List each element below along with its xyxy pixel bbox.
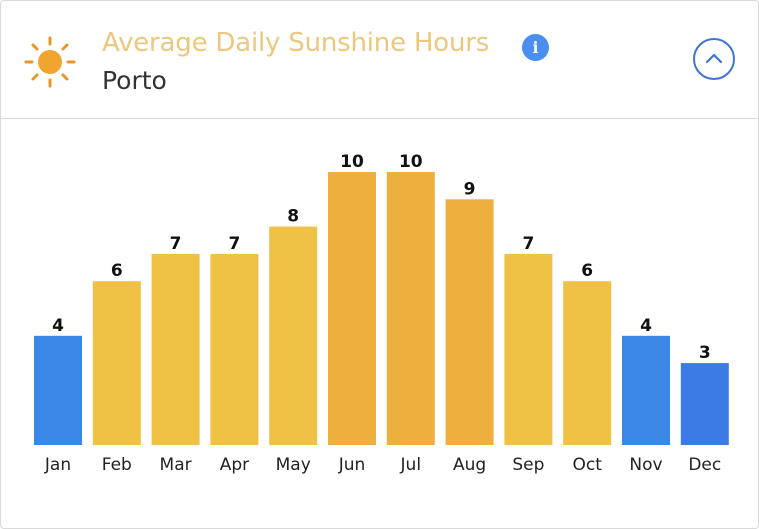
value-label-jan: 4: [52, 316, 64, 336]
x-tick-feb: Feb: [102, 455, 132, 475]
x-tick-jul: Jul: [400, 455, 422, 475]
value-label-mar: 7: [170, 234, 182, 254]
info-icon[interactable]: i: [522, 34, 549, 61]
bar-aug: [445, 199, 494, 445]
chevron-up-icon: [705, 53, 723, 64]
x-tick-aug: Aug: [453, 455, 486, 475]
bar-nov: [622, 335, 670, 445]
x-tick-sep: Sep: [512, 455, 544, 475]
value-label-feb: 6: [111, 261, 123, 281]
x-tick-apr: Apr: [220, 455, 249, 475]
bar-apr: [210, 253, 259, 445]
x-tick-nov: Nov: [629, 455, 662, 475]
value-label-apr: 7: [228, 234, 240, 254]
value-label-oct: 6: [581, 261, 593, 281]
bar-jun: [328, 172, 376, 445]
value-label-dec: 3: [699, 343, 711, 363]
bar-chart: 4 Jan 6 Feb 7 Mar 7 Apr 8 May 10 Jun 10 Jul 9 Aug 7 Sep 6 O…: [34, 152, 729, 475]
bar-feb: [92, 281, 141, 445]
x-tick-jan: Jan: [44, 455, 71, 475]
x-tick-dec: Dec: [688, 455, 721, 475]
city-subtitle: Porto: [102, 66, 167, 95]
x-tick-oct: Oct: [572, 455, 602, 475]
collapse-button[interactable]: [693, 38, 735, 80]
x-tick-jun: Jun: [338, 455, 366, 475]
value-label-nov: 4: [640, 316, 652, 336]
chart-title: Average Daily Sunshine Hours: [102, 28, 490, 58]
value-label-may: 8: [287, 207, 299, 227]
value-label-jul: 10: [399, 152, 423, 172]
sun-icon: [24, 36, 76, 88]
value-label-sep: 7: [522, 234, 534, 254]
bar-mar: [151, 253, 200, 445]
bar-may: [269, 226, 318, 445]
value-label-aug: 9: [464, 179, 476, 199]
x-tick-may: May: [276, 455, 311, 475]
bar-jan: [34, 335, 82, 445]
bar-oct: [563, 281, 612, 445]
bar-sep: [504, 253, 553, 445]
bar-dec: [680, 363, 729, 445]
card-header: Average Daily Sunshine Hours Porto i: [1, 1, 758, 119]
value-label-jun: 10: [340, 152, 364, 172]
x-tick-mar: Mar: [160, 455, 192, 475]
bar-jul: [386, 172, 435, 445]
